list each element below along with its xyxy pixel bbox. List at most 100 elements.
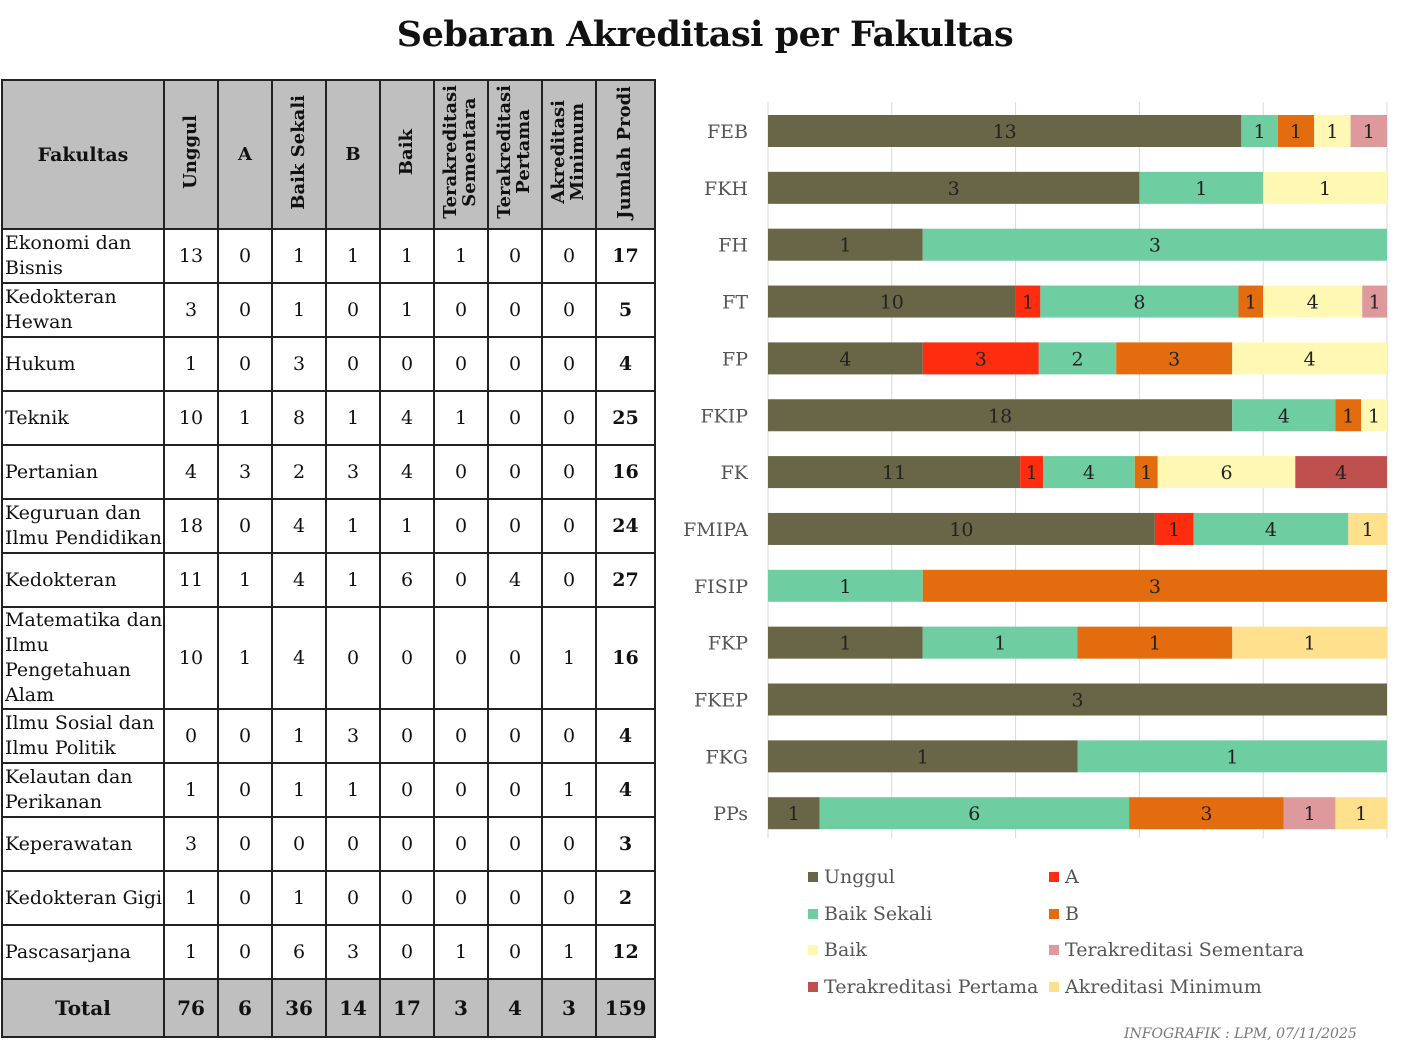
header-terakreditasi-sementara: Terakreditasi Sementara bbox=[433, 79, 489, 230]
value-cell: 4 bbox=[271, 606, 327, 710]
value-cell: 4 bbox=[379, 444, 435, 500]
category-label: FP bbox=[722, 348, 748, 370]
value-cell: 0 bbox=[541, 336, 597, 392]
jumlah-cell: 16 bbox=[595, 444, 656, 500]
value-cell: 0 bbox=[541, 498, 597, 554]
value-cell: 1 bbox=[163, 336, 219, 392]
value-cell: 1 bbox=[271, 282, 327, 338]
value-cell: 0 bbox=[541, 444, 597, 500]
bar-segment bbox=[1134, 456, 1158, 489]
page-title: Sebaran Akreditasi per Fakultas bbox=[396, 14, 1014, 55]
value-cell: 1 bbox=[541, 606, 597, 710]
bar-segment bbox=[1335, 797, 1387, 830]
value-cell: 0 bbox=[487, 708, 543, 764]
total-row: Total 76 6 36 14 17 3 4 3 159 bbox=[1, 978, 656, 1038]
value-cell: 0 bbox=[487, 228, 543, 284]
bar-segment bbox=[768, 740, 1078, 773]
bar-segment bbox=[1362, 285, 1387, 318]
legend-item: A bbox=[1049, 866, 1079, 888]
value-cell: 1 bbox=[271, 762, 327, 818]
header-jumlah-prodi: Jumlah Prodi bbox=[595, 79, 656, 230]
data-label: 8 bbox=[1133, 292, 1145, 314]
jumlah-cell: 16 bbox=[595, 606, 656, 710]
legend-label: A bbox=[1065, 866, 1079, 888]
value-cell: 1 bbox=[217, 606, 273, 710]
value-cell: 1 bbox=[217, 390, 273, 446]
legend-item: Baik Sekali bbox=[808, 903, 932, 925]
value-cell: 1 bbox=[433, 924, 489, 980]
jumlah-cell: 24 bbox=[595, 498, 656, 554]
value-cell: 6 bbox=[379, 552, 435, 608]
table-row: Kedokteran 11 1 4 1 6 0 4 0 27 bbox=[1, 552, 656, 608]
data-label: 6 bbox=[968, 803, 980, 825]
bar-segment bbox=[1015, 285, 1041, 318]
bar-segment bbox=[768, 626, 923, 659]
value-cell: 1 bbox=[541, 924, 597, 980]
value-cell: 1 bbox=[217, 552, 273, 608]
data-label: 4 bbox=[1335, 462, 1347, 484]
data-label: 3 bbox=[1149, 576, 1161, 598]
category-label: FK bbox=[721, 462, 749, 484]
value-cell: 1 bbox=[271, 870, 327, 926]
value-cell: 0 bbox=[487, 498, 543, 554]
category-label: FEB bbox=[707, 121, 748, 143]
data-label: 4 bbox=[1278, 405, 1290, 427]
value-cell: 1 bbox=[325, 762, 381, 818]
legend-label: Unggul bbox=[824, 866, 895, 888]
bar-segment bbox=[1314, 115, 1351, 147]
table-row: Pertanian 4 3 2 3 4 0 0 0 16 bbox=[1, 444, 656, 500]
data-label: 1 bbox=[788, 803, 800, 825]
bar-segment bbox=[922, 569, 1387, 602]
bar-segment bbox=[1232, 626, 1387, 659]
value-cell: 10 bbox=[163, 606, 219, 710]
value-cell: 3 bbox=[325, 924, 381, 980]
table-row: Ekonomi dan Bisnis 13 0 1 1 1 1 0 0 17 bbox=[1, 228, 656, 284]
value-cell: 0 bbox=[487, 336, 543, 392]
category-label: FKEP bbox=[694, 690, 748, 712]
value-cell: 0 bbox=[325, 816, 381, 872]
data-label: 3 bbox=[975, 348, 987, 370]
table-row: Kelautan dan Perikanan 1 0 1 1 0 0 0 1 4 bbox=[1, 762, 656, 818]
table-header-row: Fakultas Unggul A Baik Sekali B Baik Ter… bbox=[1, 79, 656, 230]
header-a: A bbox=[217, 79, 273, 230]
legend-swatch bbox=[808, 872, 818, 882]
category-label: FISIP bbox=[694, 576, 748, 598]
bar-segment bbox=[1232, 399, 1336, 432]
legend-item: Terakreditasi Sementara bbox=[1049, 939, 1304, 961]
category-label: FKG bbox=[705, 746, 748, 768]
data-label: 2 bbox=[1071, 348, 1083, 370]
value-cell: 3 bbox=[325, 708, 381, 764]
bar-segment bbox=[768, 171, 1140, 204]
value-cell: 6 bbox=[271, 924, 327, 980]
data-label: 1 bbox=[1290, 121, 1302, 143]
value-cell: 0 bbox=[487, 870, 543, 926]
bar-segment bbox=[1038, 342, 1117, 375]
value-cell: 0 bbox=[487, 924, 543, 980]
value-cell: 0 bbox=[487, 444, 543, 500]
value-cell: 1 bbox=[325, 498, 381, 554]
value-cell: 0 bbox=[325, 282, 381, 338]
footer-credit: INFOGRAFIK : LPM, 07/11/2025 bbox=[1124, 1026, 1357, 1042]
value-cell: 4 bbox=[487, 552, 543, 608]
value-cell: 0 bbox=[433, 282, 489, 338]
value-cell: 1 bbox=[433, 390, 489, 446]
legend-swatch bbox=[1049, 872, 1059, 882]
fakultas-cell: Pertanian bbox=[1, 444, 165, 500]
value-cell: 0 bbox=[379, 336, 435, 392]
value-cell: 1 bbox=[325, 552, 381, 608]
legend-label: B bbox=[1065, 902, 1079, 925]
value-cell: 4 bbox=[271, 498, 327, 554]
jumlah-cell: 5 bbox=[595, 282, 656, 338]
value-cell: 0 bbox=[541, 870, 597, 926]
legend-swatch bbox=[808, 945, 818, 955]
data-label: 1 bbox=[1245, 292, 1257, 314]
legend-swatch bbox=[1049, 908, 1059, 919]
value-cell: 3 bbox=[217, 444, 273, 500]
value-cell: 0 bbox=[217, 816, 273, 872]
bar-segment bbox=[922, 342, 1039, 375]
value-cell: 0 bbox=[379, 870, 435, 926]
fakultas-cell: Matematika dan Ilmu Pengetahuan Alam bbox=[1, 606, 165, 710]
data-label: 3 bbox=[1149, 235, 1161, 257]
accreditation-table: Fakultas Unggul A Baik Sekali B Baik Ter… bbox=[1, 79, 656, 1038]
category-label: FT bbox=[722, 292, 748, 314]
